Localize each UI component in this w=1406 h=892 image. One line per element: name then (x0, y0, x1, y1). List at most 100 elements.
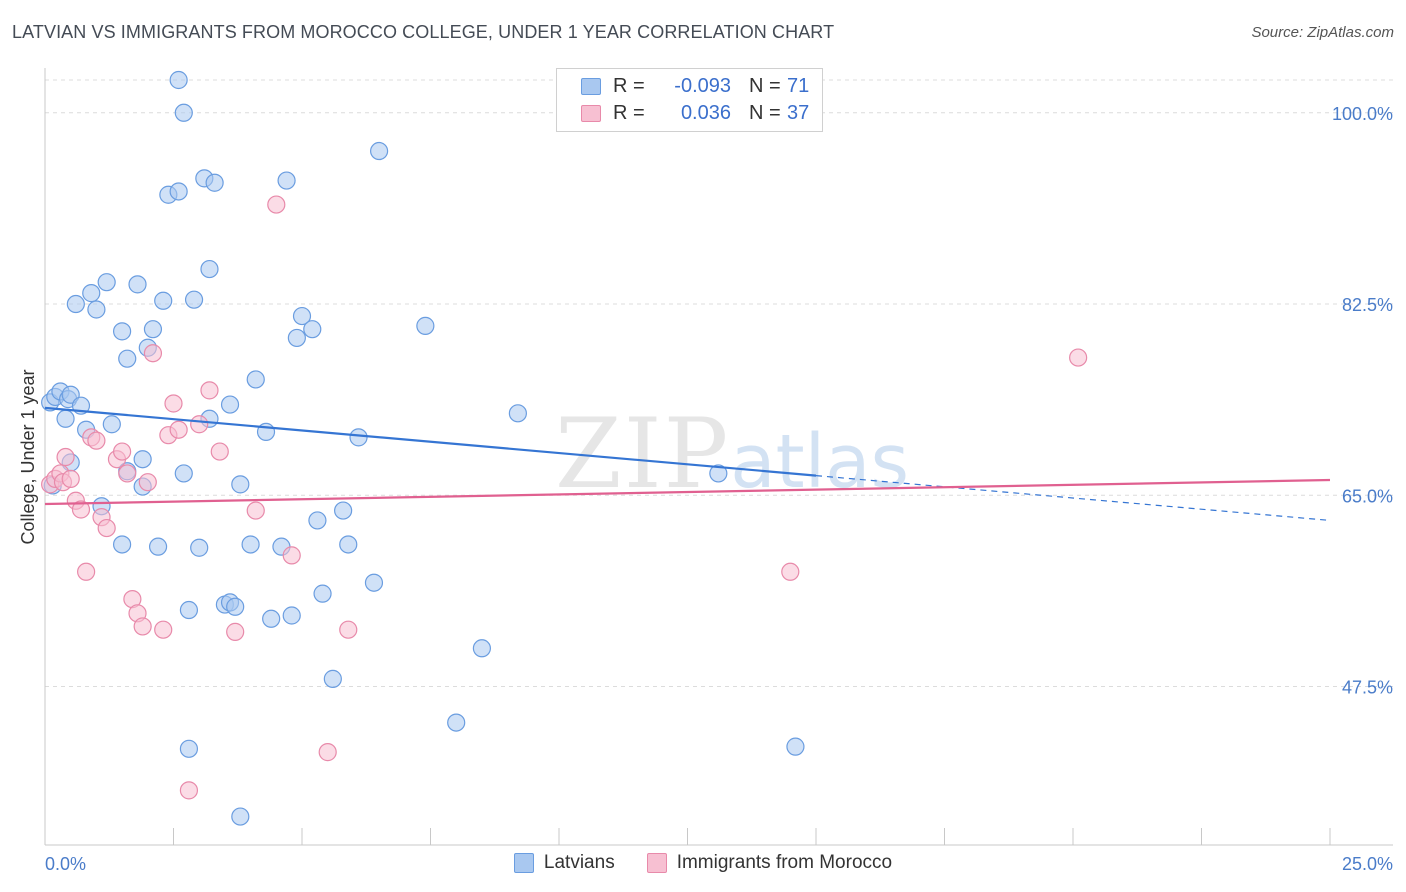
series-swatch-morocco (646, 853, 667, 873)
morocco-point (226, 622, 245, 641)
latvians-point (82, 284, 101, 303)
latvians-point (148, 537, 168, 556)
latvians-point (205, 173, 224, 192)
latvians-point (220, 395, 240, 414)
legend-r-label: R = (613, 74, 645, 97)
latvians-point (364, 573, 384, 592)
morocco-point (154, 620, 173, 639)
latvians-point (292, 306, 312, 326)
latvians-point (154, 291, 173, 310)
latvians-point (226, 597, 245, 616)
latvians-point (174, 464, 193, 483)
latvians-point (66, 294, 85, 314)
legend-row-morocco: R = 0.036 N = 37 (581, 100, 809, 126)
morocco-point (246, 501, 265, 520)
latvians-point (277, 171, 296, 190)
series-swatch-latvians (513, 853, 534, 873)
legend-n-value: 37 (787, 101, 810, 124)
morocco-point (267, 195, 286, 214)
latvians-point (282, 606, 301, 625)
morocco-point (143, 344, 163, 363)
legend-r-label: R = (613, 101, 645, 124)
latvians-point (112, 322, 132, 341)
latvians-point (472, 639, 491, 658)
series-legend-label: Latvians (543, 852, 615, 873)
morocco-point (210, 442, 229, 461)
morocco-trend-line (44, 478, 1331, 506)
latvians-point (179, 600, 199, 620)
morocco-point (118, 464, 137, 483)
legend-row-latvians: R = -0.093 N = 71 (581, 73, 809, 99)
latvians-point (184, 290, 204, 309)
morocco-point (179, 781, 199, 800)
y-tick-label: 65.0% (1342, 486, 1393, 506)
series-legend: Latvians Immigrants from Morocco (0, 852, 1406, 874)
latvians-point (87, 300, 106, 319)
latvians-point (447, 713, 466, 732)
latvians-trend-extension (815, 475, 1331, 522)
latvians-point (339, 535, 358, 554)
legend-n-value: 71 (787, 74, 810, 97)
x-tick-label: 25.0% (1342, 854, 1393, 874)
latvians-point (262, 609, 281, 628)
latvians-point (231, 475, 250, 494)
chart-title: LATVIAN VS IMMIGRANTS FROM MOROCCO COLLE… (12, 22, 835, 42)
morocco-point (318, 743, 337, 762)
latvians-point (133, 450, 152, 469)
latvians-point (143, 320, 163, 339)
gridlines (45, 79, 1393, 688)
latvians-point (112, 535, 132, 554)
morocco-point (77, 562, 96, 581)
legend-n-label: N = (749, 74, 781, 97)
latvians-point (179, 739, 199, 758)
stats-legend: R = -0.093 N = 71 R = 0.036 N = 37 (556, 68, 823, 132)
latvians-point (102, 415, 121, 434)
morocco-point (200, 381, 219, 400)
latvians-trend-line (44, 406, 817, 477)
latvians-point (169, 182, 188, 201)
legend-swatch-morocco (581, 104, 601, 122)
morocco-point (87, 431, 106, 450)
axis-labels: 47.5% 65.0% 82.5% 100.0% 0.0% 25.0% College, U… (18, 104, 1393, 874)
morocco-point (56, 447, 75, 467)
morocco-point (190, 415, 209, 434)
y-axis-label: College, Under 1 year (18, 369, 38, 544)
latvians-point (313, 584, 332, 603)
morocco-point (282, 546, 301, 565)
y-tick-label: 47.5% (1342, 678, 1393, 698)
latvians-point (97, 273, 116, 292)
legend-r-value: -0.093 (674, 74, 731, 97)
latvians-point (323, 669, 342, 688)
morocco-point (71, 500, 91, 519)
morocco-point (138, 473, 157, 492)
trend-lines (44, 406, 1331, 522)
morocco-point (781, 562, 800, 581)
series-legend-label: Immigrants from Morocco (676, 852, 893, 873)
y-tick-label: 82.5% (1342, 295, 1393, 315)
morocco-point (1069, 348, 1088, 367)
morocco-point (339, 620, 358, 639)
morocco-point (112, 442, 132, 461)
latvians-point (241, 535, 260, 554)
latvians-point (200, 259, 219, 279)
axes (44, 68, 1393, 846)
y-tick-label: 100.0% (1332, 104, 1393, 124)
latvians-point (709, 464, 728, 483)
latvians-point (231, 807, 250, 826)
x-tick-label: 0.0% (45, 854, 86, 874)
latvians-point (169, 70, 188, 90)
latvians-point (303, 320, 322, 339)
series-legend-latvians[interactable]: Latvians (513, 852, 615, 874)
morocco-point (61, 469, 80, 488)
latvians-point (128, 275, 147, 294)
series-legend-morocco[interactable]: Immigrants from Morocco (646, 852, 893, 874)
latvians-point (56, 409, 75, 428)
latvians-point (334, 501, 353, 520)
latvians-point (246, 370, 265, 389)
latvians-point (118, 349, 137, 368)
legend-n-label: N = (749, 101, 781, 124)
latvians-point (370, 141, 389, 161)
latvians-point (308, 511, 327, 530)
legend-swatch-latvians (581, 77, 601, 95)
morocco-point (97, 518, 116, 538)
